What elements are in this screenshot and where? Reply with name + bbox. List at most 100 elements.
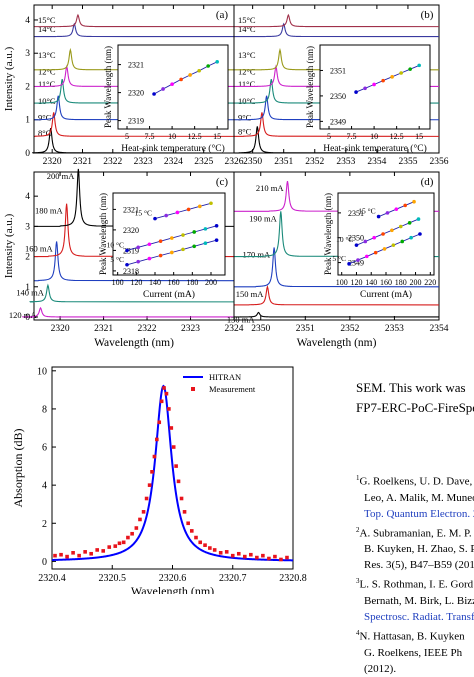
measurement-point bbox=[169, 426, 174, 430]
reference-text: Bernath, M. Birk, L. Bizzo bbox=[364, 594, 474, 607]
inset-x-tick-label: 10 bbox=[168, 132, 176, 141]
x-tick-label: 2320 bbox=[43, 157, 62, 167]
y-tick-label: 4 bbox=[42, 481, 47, 492]
series-label: 170 mA bbox=[242, 250, 270, 260]
inset-y-tick-label: 2351 bbox=[348, 209, 364, 218]
inset-data-point bbox=[186, 207, 191, 212]
inset-x-tick-label: 180 bbox=[186, 278, 198, 287]
inset-data-point bbox=[382, 247, 387, 251]
y-tick-label: 4 bbox=[25, 16, 30, 26]
series-label: 10°C bbox=[238, 96, 256, 106]
inset-data-point bbox=[403, 203, 408, 208]
inset-data-point bbox=[198, 204, 202, 209]
measurement-point bbox=[65, 554, 69, 559]
inset-data-point bbox=[408, 67, 412, 71]
inset-data-point bbox=[394, 207, 399, 211]
reference-line: (2012). bbox=[356, 661, 474, 677]
reference-number: 2 bbox=[356, 525, 360, 534]
spectrum-trace bbox=[29, 283, 235, 303]
panel-label: (c) bbox=[216, 176, 229, 188]
measurement-point bbox=[147, 483, 152, 487]
inset-data-point bbox=[203, 241, 208, 246]
reference-line[interactable]: Top. Quantum Electron. 20 bbox=[356, 506, 474, 522]
inset-x-tick-label: 120 bbox=[130, 278, 142, 287]
series-label: 15°C bbox=[238, 15, 256, 25]
references-list: 1G. Roelkens, U. D. Dave, Leo, A. Malik, … bbox=[356, 470, 474, 677]
measurement-point bbox=[71, 551, 75, 555]
inset-data-point bbox=[363, 239, 368, 244]
inset-x-tick-label: 120 bbox=[350, 278, 362, 287]
inset-x-tick-label: 180 bbox=[395, 278, 407, 287]
series-label: 10°C bbox=[38, 96, 56, 106]
reference-text: B. Kuyken, H. Zhao, S. Pa bbox=[364, 543, 474, 556]
y-tick-label: 3 bbox=[25, 222, 30, 232]
x-tick-label: 2354 bbox=[430, 324, 449, 334]
inset-x-tick-label: 15 bbox=[213, 132, 221, 141]
series-label: 180 mA bbox=[35, 206, 63, 216]
series-label: 200 mA bbox=[47, 171, 75, 181]
spectrum-trace bbox=[21, 306, 235, 318]
inset-x-axis-label: Heat-sink temperature (°C) bbox=[121, 143, 225, 154]
inset-y-axis-label: Peak Wavelength (nm) bbox=[98, 193, 108, 275]
series-label: 12°C bbox=[38, 67, 56, 77]
y-tick-label: 10 bbox=[37, 366, 47, 377]
measurement-point bbox=[198, 540, 203, 545]
inset-data-point bbox=[409, 235, 413, 240]
x-tick-label: 2321 bbox=[94, 324, 113, 334]
measurement-point bbox=[77, 553, 81, 558]
measurement-point bbox=[134, 526, 139, 530]
inset-data-point bbox=[136, 259, 140, 264]
series-label: 150 mA bbox=[236, 289, 264, 299]
x-axis-label: Wavelength (nm) bbox=[94, 337, 174, 349]
inset-data-point bbox=[161, 87, 165, 91]
inset-data-point bbox=[158, 253, 163, 258]
inset-data-point bbox=[381, 232, 385, 236]
legend-label-measurement: Measurement bbox=[209, 384, 256, 394]
inset-series-label: 10 °C bbox=[336, 235, 353, 244]
inset-fit-line bbox=[154, 202, 212, 220]
series-label: 13°C bbox=[38, 50, 56, 60]
x-tick-label: 2322 bbox=[103, 157, 122, 167]
measurement-point bbox=[171, 445, 176, 449]
reference-text: Leo, A. Malik, M. Muneo bbox=[364, 491, 474, 504]
x-tick-label: 2350 bbox=[243, 157, 262, 167]
measurement-point bbox=[101, 549, 106, 553]
inset-frame bbox=[117, 44, 229, 130]
measurement-point bbox=[176, 479, 181, 484]
x-tick-label: 2323 bbox=[134, 157, 153, 167]
series-label: 8°C bbox=[238, 126, 252, 136]
inset-x-tick-label: 7.5 bbox=[145, 132, 155, 141]
y-tick-label: 1 bbox=[25, 116, 30, 126]
inset-data-point bbox=[381, 78, 385, 83]
reference-text: A. Subramanian, E. M. P. bbox=[359, 527, 472, 540]
measurement-point bbox=[273, 554, 277, 559]
reference-line[interactable]: Spectrosc. Radiat. Transfe bbox=[356, 609, 474, 625]
measurement-point bbox=[89, 551, 93, 556]
panel-label: (d) bbox=[421, 176, 434, 188]
inset-data-point bbox=[214, 238, 219, 242]
inset-x-tick-label: 200 bbox=[410, 278, 422, 287]
y-tick-label: 2 bbox=[25, 82, 30, 92]
y-tick-label: 0 bbox=[25, 149, 30, 159]
inset-data-point bbox=[125, 262, 129, 267]
inset-data-point bbox=[197, 68, 201, 73]
spectrum-trace bbox=[243, 112, 440, 137]
reference-line: 3L. S. Rothman, I. E. Gord bbox=[356, 573, 474, 593]
y-tick-label: 2 bbox=[42, 519, 47, 530]
reference-text: Spectrosc. Radiat. Transfe bbox=[364, 610, 474, 623]
inset-x-tick-label: 200 bbox=[205, 278, 217, 287]
inset-frame bbox=[319, 44, 431, 130]
measurement-point bbox=[138, 517, 142, 522]
x-tick-label: 2321 bbox=[73, 157, 92, 167]
measurement-point bbox=[208, 546, 212, 550]
x-tick-label: 2356 bbox=[430, 157, 449, 167]
inset-data-point bbox=[365, 254, 369, 259]
measurement-point bbox=[267, 556, 271, 561]
x-tick-label: 2352 bbox=[340, 324, 359, 334]
measurement-point bbox=[285, 555, 289, 560]
reference-line: Bernath, M. Birk, L. Bizzo bbox=[356, 593, 474, 609]
measurement-point bbox=[179, 496, 184, 501]
inset-data-point bbox=[136, 245, 140, 250]
inset-x-tick-label: 100 bbox=[336, 278, 348, 287]
series-label: 12°C bbox=[238, 67, 256, 77]
